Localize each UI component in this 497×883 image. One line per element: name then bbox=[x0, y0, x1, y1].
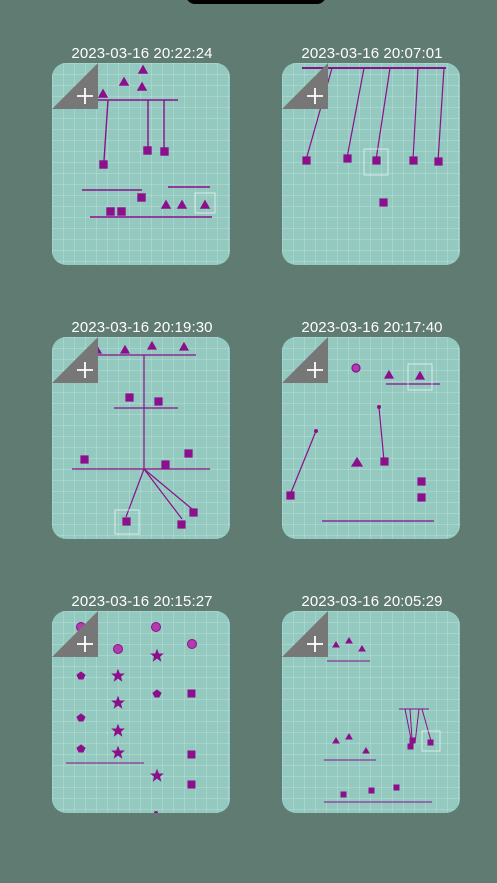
scene-timestamp: 2023-03-16 20:15:27 bbox=[71, 593, 213, 610]
plus-icon bbox=[77, 362, 93, 378]
add-corner[interactable] bbox=[282, 337, 328, 383]
add-corner[interactable] bbox=[52, 611, 98, 657]
scene-drawing bbox=[66, 622, 197, 813]
scene-timestamp: 2023-03-16 20:07:01 bbox=[301, 45, 443, 62]
scene-drawing bbox=[324, 637, 441, 803]
scene-thumbnail[interactable] bbox=[282, 337, 460, 539]
scene-thumbnail[interactable] bbox=[282, 611, 460, 813]
add-corner[interactable] bbox=[282, 63, 328, 109]
plus-icon bbox=[307, 636, 323, 652]
scene-drawing bbox=[82, 64, 216, 218]
plus-icon bbox=[77, 88, 93, 104]
scene-timestamp: 2023-03-16 20:19:30 bbox=[71, 319, 213, 336]
scene-thumbnail[interactable] bbox=[52, 337, 230, 539]
scene-timestamp: 2023-03-16 20:22:24 bbox=[71, 45, 213, 62]
device-notch bbox=[186, 0, 326, 4]
scene-timestamp: 2023-03-16 20:05:29 bbox=[301, 593, 443, 610]
add-corner[interactable] bbox=[52, 63, 98, 109]
scene-thumbnail[interactable] bbox=[282, 63, 460, 265]
add-corner[interactable] bbox=[52, 337, 98, 383]
plus-icon bbox=[307, 362, 323, 378]
plus-icon bbox=[307, 88, 323, 104]
scene-thumbnail[interactable] bbox=[52, 63, 230, 265]
scene-timestamp: 2023-03-16 20:17:40 bbox=[301, 319, 443, 336]
add-corner[interactable] bbox=[282, 611, 328, 657]
scene-drawing bbox=[72, 340, 210, 535]
plus-icon bbox=[77, 636, 93, 652]
scene-thumbnail[interactable] bbox=[52, 611, 230, 813]
scene-drawing bbox=[286, 363, 440, 522]
